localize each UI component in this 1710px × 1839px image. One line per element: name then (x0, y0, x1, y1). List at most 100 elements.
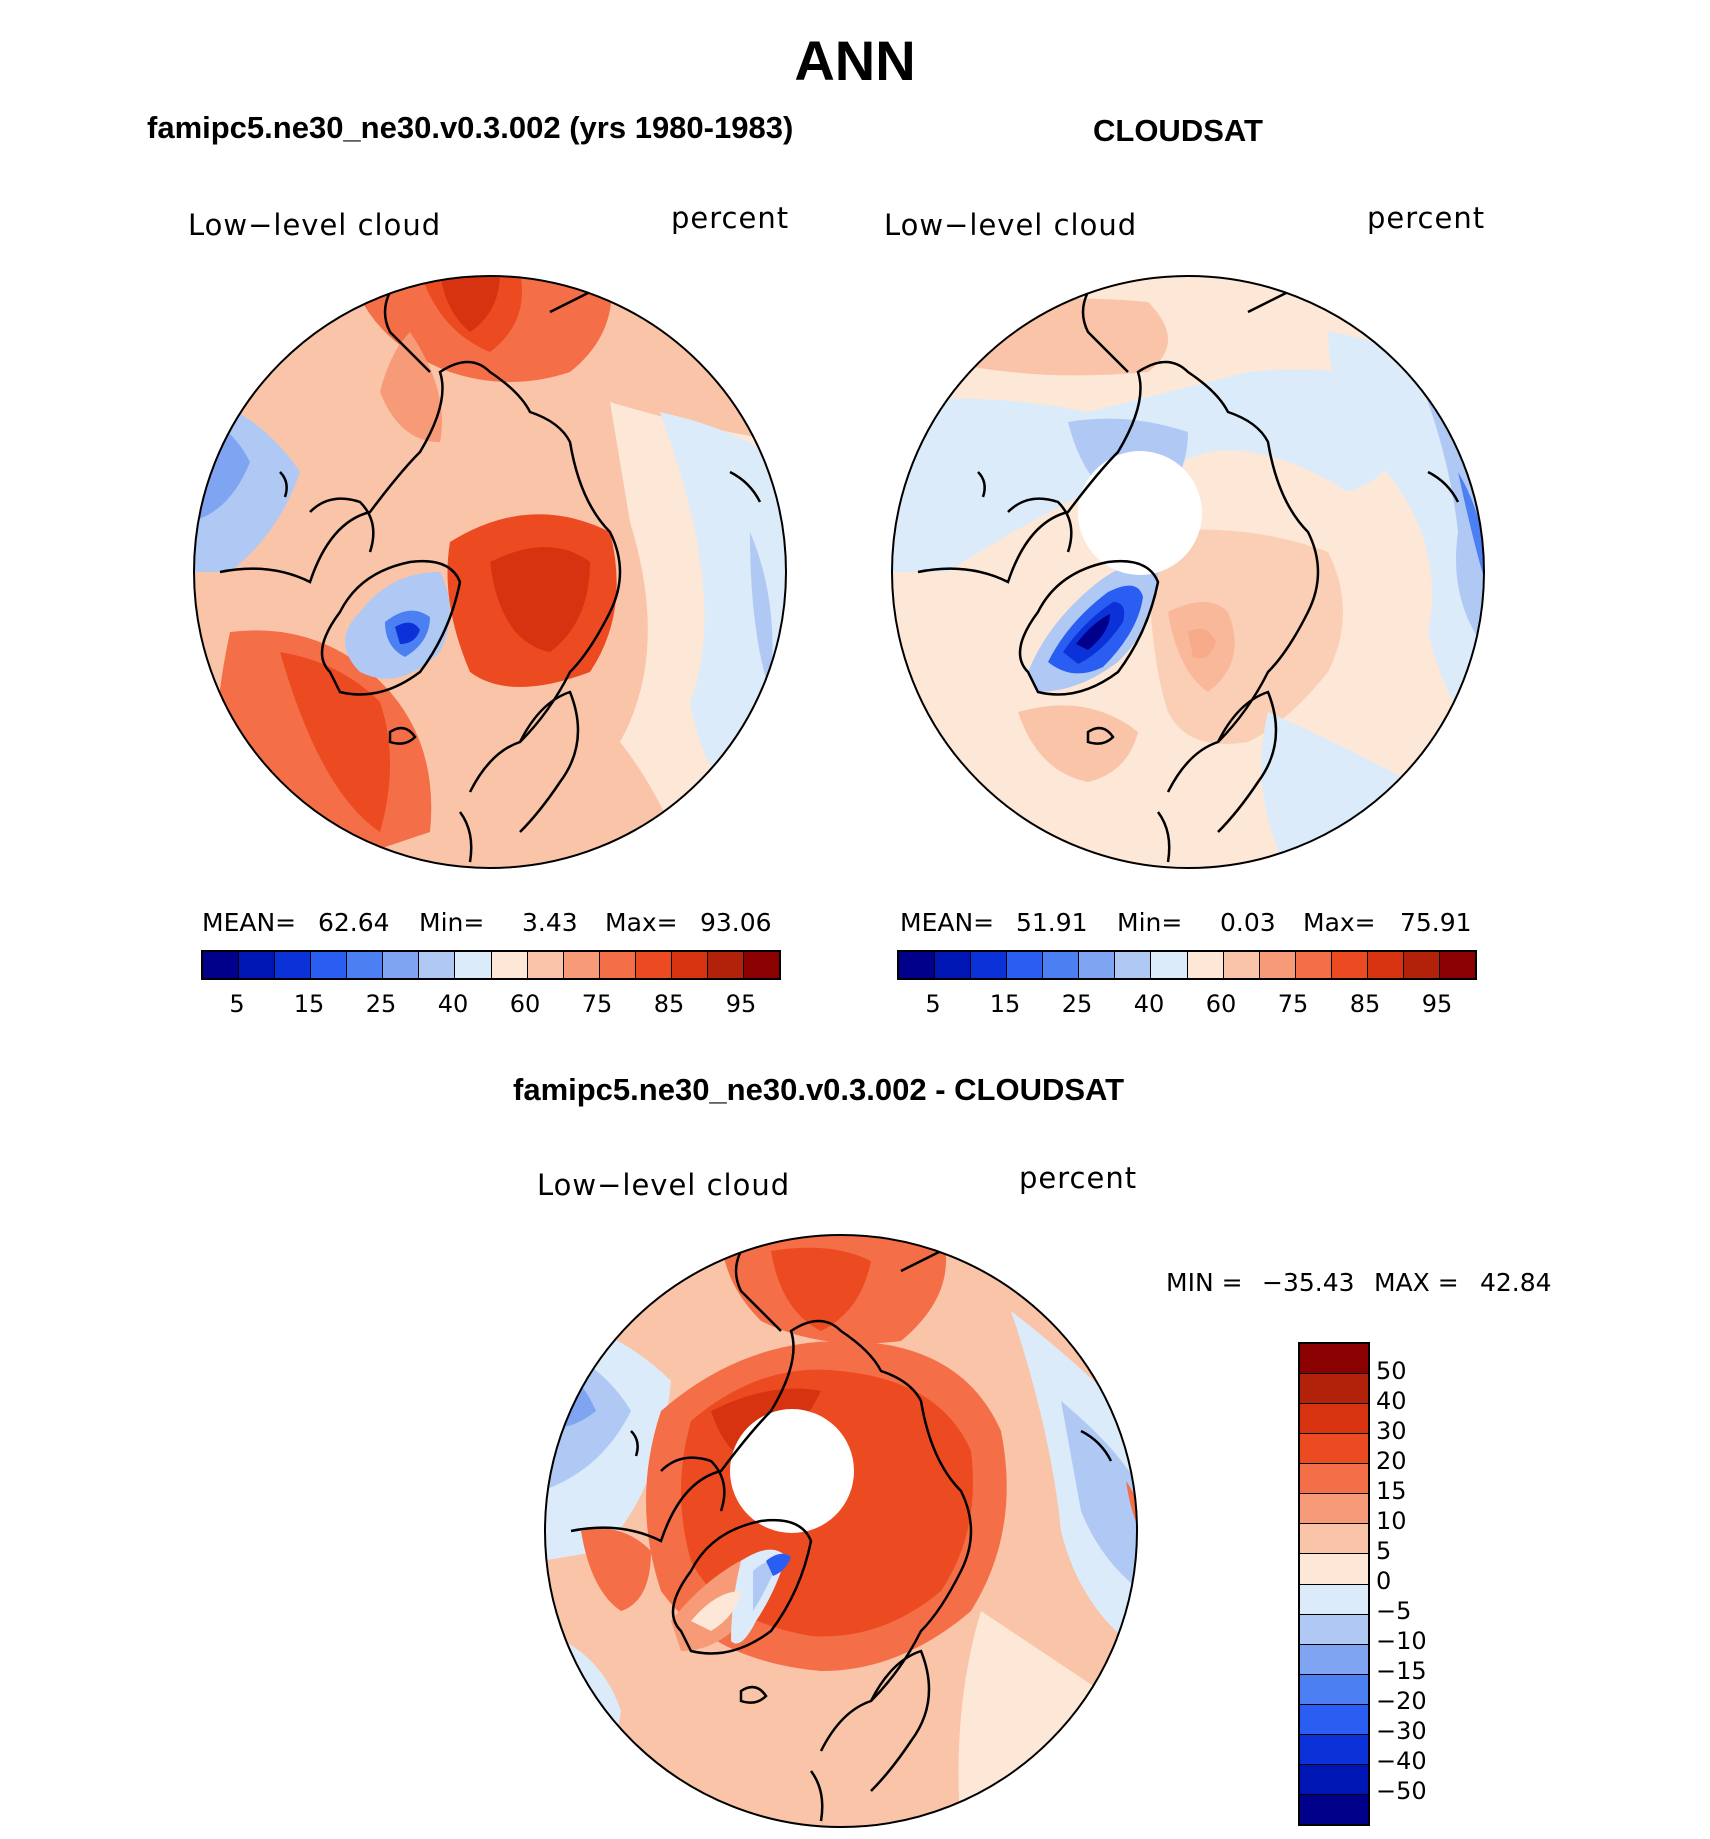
model-units-label: percent (671, 201, 790, 235)
colorbar-swatch (671, 952, 708, 978)
diff-min-label: MIN = (1166, 1268, 1243, 1297)
obs-variable-label: Low−level cloud (884, 208, 1138, 242)
colorbar-tick-label: 25 (365, 990, 397, 1018)
colorbar-tick-label: −30 (1376, 1717, 1427, 1745)
model-min-value: 3.43 (522, 908, 578, 937)
colorbar-tick-label: 40 (1133, 990, 1165, 1018)
colorbar-swatch (1295, 952, 1332, 978)
obs-panel-title: CLOUDSAT (1093, 113, 1263, 148)
colorbar-tick-label: 15 (1376, 1477, 1407, 1505)
colorbar-swatch (935, 952, 972, 978)
colorbar-swatch (1300, 1764, 1368, 1795)
colorbar-tick-label: 85 (653, 990, 685, 1018)
obs-max-value: 75.91 (1400, 908, 1472, 937)
colorbar-swatch (383, 952, 420, 978)
colorbar-tick-label: −50 (1376, 1777, 1427, 1805)
diff-units-label: percent (1019, 1161, 1138, 1195)
colorbar-swatch (1300, 1344, 1368, 1375)
colorbar-swatch (743, 952, 779, 978)
colorbar-tick-label: 75 (1277, 990, 1309, 1018)
colorbar-tick-label: −10 (1376, 1627, 1427, 1655)
colorbar-tick-label: −15 (1376, 1657, 1427, 1685)
colorbar-tick-label: 5 (925, 990, 941, 1018)
colorbar-swatch (239, 952, 276, 978)
model-polar-map (193, 275, 787, 869)
diff-max-label: MAX = (1374, 1268, 1459, 1297)
model-max-value: 93.06 (700, 908, 772, 937)
colorbar-swatch (1007, 952, 1044, 978)
colorbar-swatch (1223, 952, 1260, 978)
colorbar-swatch (1300, 1584, 1368, 1615)
colorbar-tick-label: 95 (1421, 990, 1453, 1018)
colorbar-swatch (527, 952, 564, 978)
colorbar-swatch (1079, 952, 1116, 978)
colorbar-tick-label: 0 (1376, 1567, 1392, 1595)
diff-variable-label: Low−level cloud (537, 1168, 791, 1202)
colorbar-tick-label: 5 (1376, 1537, 1392, 1565)
colorbar-swatch (1300, 1464, 1368, 1495)
model-max-label: Max= (605, 908, 678, 937)
obs-colorbar-ticks: 5 15 25 40 60 75 85 95 (897, 990, 1477, 1020)
colorbar-swatch (1300, 1734, 1368, 1765)
obs-min-label: Min= (1117, 908, 1183, 937)
model-mean-label: MEAN= (202, 908, 297, 937)
colorbar-swatch (1300, 1434, 1368, 1465)
colorbar-swatch (1300, 1524, 1368, 1555)
colorbar-swatch (599, 952, 636, 978)
colorbar-swatch (899, 952, 936, 978)
colorbar-tick-label: 85 (1349, 990, 1381, 1018)
colorbar-tick-label: 40 (1376, 1387, 1407, 1415)
colorbar-swatch (419, 952, 456, 978)
colorbar-swatch (1259, 952, 1296, 978)
colorbar-tick-label: 50 (1376, 1357, 1407, 1385)
obs-min-value: 0.03 (1220, 908, 1276, 937)
colorbar-swatch (275, 952, 312, 978)
figure-title: ANN (794, 29, 916, 92)
colorbar-swatch (1403, 952, 1440, 978)
colorbar-tick-label: −20 (1376, 1687, 1427, 1715)
colorbar-swatch (1300, 1794, 1368, 1824)
diff-max-value: 42.84 (1480, 1268, 1552, 1297)
colorbar-tick-label: 25 (1061, 990, 1093, 1018)
colorbar-swatch (1151, 952, 1188, 978)
colorbar-tick-label: 60 (1205, 990, 1237, 1018)
colorbar-tick-label: 15 (293, 990, 325, 1018)
colorbar-tick-label: 10 (1376, 1507, 1407, 1535)
colorbar-swatch (971, 952, 1008, 978)
model-colorbar (201, 950, 781, 980)
colorbar-swatch (1300, 1704, 1368, 1735)
colorbar-swatch (491, 952, 528, 978)
diff-polar-map (544, 1234, 1138, 1828)
colorbar-tick-label: 15 (989, 990, 1021, 1018)
colorbar-swatch (1187, 952, 1224, 978)
diff-colorbar (1298, 1342, 1370, 1826)
obs-colorbar (897, 950, 1477, 980)
colorbar-swatch (1300, 1554, 1368, 1585)
colorbar-tick-label: 75 (581, 990, 613, 1018)
colorbar-swatch (1115, 952, 1152, 978)
colorbar-swatch (1331, 952, 1368, 978)
colorbar-tick-label: −40 (1376, 1747, 1427, 1775)
colorbar-swatch (311, 952, 348, 978)
model-min-label: Min= (419, 908, 485, 937)
colorbar-swatch (1300, 1674, 1368, 1705)
colorbar-swatch (1367, 952, 1404, 978)
colorbar-tick-label: 95 (725, 990, 757, 1018)
colorbar-swatch (1300, 1374, 1368, 1405)
obs-polar-map (891, 275, 1485, 869)
colorbar-tick-label: 30 (1376, 1417, 1407, 1445)
colorbar-swatch (1300, 1644, 1368, 1675)
obs-mean-label: MEAN= (900, 908, 995, 937)
obs-max-label: Max= (1303, 908, 1376, 937)
colorbar-tick-label: 40 (437, 990, 469, 1018)
diff-panel-title: famipc5.ne30_ne30.v0.3.002 - CLOUDSAT (513, 1072, 1125, 1107)
colorbar-swatch (1043, 952, 1080, 978)
colorbar-swatch (347, 952, 384, 978)
colorbar-swatch (455, 952, 492, 978)
diff-min-value: −35.43 (1262, 1268, 1355, 1297)
model-panel-title: famipc5.ne30_ne30.v0.3.002 (yrs 1980-198… (147, 110, 794, 145)
colorbar-tick-label: −5 (1376, 1597, 1412, 1625)
colorbar-swatch (1300, 1614, 1368, 1645)
colorbar-swatch (707, 952, 744, 978)
model-mean-value: 62.64 (318, 908, 390, 937)
